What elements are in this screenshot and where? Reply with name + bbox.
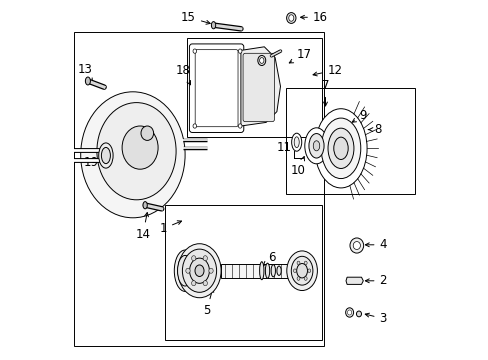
Ellipse shape bbox=[304, 277, 306, 280]
Ellipse shape bbox=[304, 261, 306, 265]
Text: 8: 8 bbox=[367, 123, 381, 136]
Text: 6: 6 bbox=[263, 251, 275, 266]
Text: 19: 19 bbox=[83, 156, 104, 169]
Ellipse shape bbox=[195, 265, 203, 276]
Ellipse shape bbox=[141, 126, 153, 140]
Ellipse shape bbox=[203, 256, 207, 261]
Ellipse shape bbox=[208, 268, 213, 273]
Ellipse shape bbox=[286, 251, 317, 291]
Ellipse shape bbox=[349, 238, 363, 253]
Ellipse shape bbox=[81, 92, 185, 218]
Ellipse shape bbox=[314, 109, 366, 188]
Ellipse shape bbox=[238, 49, 242, 53]
Text: 15: 15 bbox=[181, 11, 210, 24]
Text: 1: 1 bbox=[159, 221, 181, 235]
Text: 14: 14 bbox=[135, 213, 150, 240]
Polygon shape bbox=[241, 47, 280, 126]
Ellipse shape bbox=[296, 261, 299, 265]
Ellipse shape bbox=[191, 281, 196, 286]
Text: 18: 18 bbox=[176, 64, 190, 85]
Text: 12: 12 bbox=[312, 64, 342, 77]
Ellipse shape bbox=[345, 308, 353, 317]
Ellipse shape bbox=[347, 310, 351, 315]
Ellipse shape bbox=[259, 262, 264, 280]
Text: 10: 10 bbox=[290, 157, 305, 177]
Ellipse shape bbox=[174, 250, 196, 292]
Ellipse shape bbox=[182, 249, 216, 292]
Ellipse shape bbox=[142, 202, 147, 209]
Text: 17: 17 bbox=[289, 48, 311, 63]
Text: 7: 7 bbox=[321, 79, 328, 106]
Ellipse shape bbox=[97, 103, 176, 200]
Ellipse shape bbox=[286, 13, 295, 23]
FancyBboxPatch shape bbox=[243, 53, 274, 122]
Text: 9: 9 bbox=[351, 109, 366, 122]
Ellipse shape bbox=[193, 49, 196, 53]
Text: 3: 3 bbox=[365, 312, 386, 325]
Ellipse shape bbox=[238, 124, 242, 128]
Ellipse shape bbox=[257, 55, 265, 66]
Ellipse shape bbox=[203, 281, 207, 286]
Ellipse shape bbox=[291, 256, 312, 285]
Ellipse shape bbox=[308, 134, 324, 158]
Ellipse shape bbox=[321, 118, 360, 179]
Text: 13: 13 bbox=[78, 63, 93, 82]
Ellipse shape bbox=[85, 77, 90, 85]
FancyBboxPatch shape bbox=[221, 264, 307, 278]
Ellipse shape bbox=[293, 269, 296, 273]
Ellipse shape bbox=[211, 22, 215, 29]
Ellipse shape bbox=[291, 133, 301, 151]
Ellipse shape bbox=[288, 15, 293, 21]
Ellipse shape bbox=[265, 263, 269, 278]
Ellipse shape bbox=[296, 277, 299, 280]
Ellipse shape bbox=[122, 126, 158, 169]
Ellipse shape bbox=[333, 137, 347, 159]
Ellipse shape bbox=[294, 137, 299, 148]
Text: 11: 11 bbox=[276, 139, 298, 154]
Text: 5: 5 bbox=[203, 288, 213, 317]
Text: 4: 4 bbox=[365, 238, 386, 251]
Ellipse shape bbox=[191, 256, 196, 261]
Ellipse shape bbox=[101, 148, 110, 164]
Ellipse shape bbox=[193, 124, 196, 128]
Polygon shape bbox=[346, 277, 363, 284]
Text: 2: 2 bbox=[365, 274, 386, 287]
Ellipse shape bbox=[259, 58, 264, 63]
Ellipse shape bbox=[178, 244, 221, 298]
Ellipse shape bbox=[304, 128, 327, 164]
Ellipse shape bbox=[307, 269, 310, 273]
FancyBboxPatch shape bbox=[189, 44, 244, 132]
Ellipse shape bbox=[185, 268, 190, 273]
Text: 16: 16 bbox=[300, 11, 327, 24]
Ellipse shape bbox=[352, 242, 360, 249]
Ellipse shape bbox=[356, 311, 361, 317]
Ellipse shape bbox=[270, 265, 275, 277]
Ellipse shape bbox=[189, 258, 209, 283]
Ellipse shape bbox=[313, 141, 319, 151]
Ellipse shape bbox=[177, 256, 192, 286]
Ellipse shape bbox=[327, 128, 353, 168]
Ellipse shape bbox=[296, 264, 307, 278]
Ellipse shape bbox=[99, 143, 113, 168]
Ellipse shape bbox=[276, 266, 281, 275]
